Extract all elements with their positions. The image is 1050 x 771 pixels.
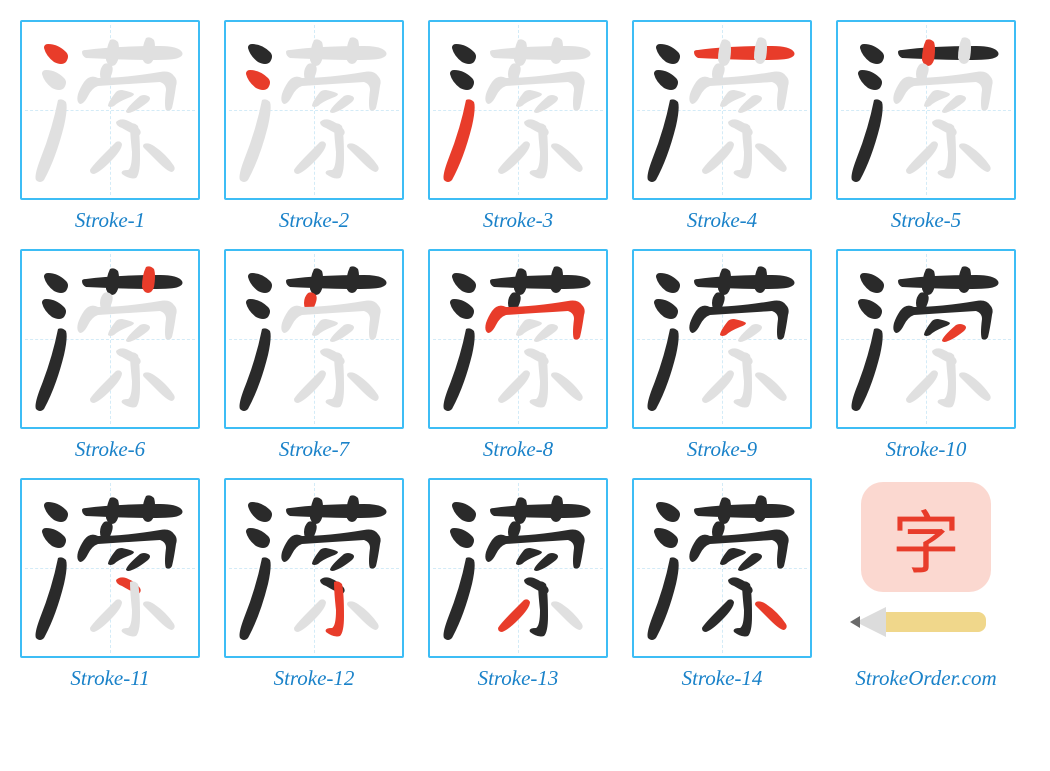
stroke-caption: Stroke-5 xyxy=(891,208,961,233)
grid-row: Stroke-1 Stroke-2 Stroke-3 Stroke-4 Stroke-5 xyxy=(20,20,1030,233)
stroke-tile-13 xyxy=(428,478,608,658)
stroke-svg xyxy=(22,251,198,427)
stroke-tile-10 xyxy=(836,249,1016,429)
stroke-svg xyxy=(430,22,606,198)
stroke-cell-11: Stroke-11 xyxy=(20,478,200,691)
stroke-cell-2: Stroke-2 xyxy=(224,20,404,233)
stroke-tile-9 xyxy=(632,249,812,429)
logo-character: 字 xyxy=(861,482,991,592)
logo: 字 xyxy=(836,478,1016,658)
stroke-svg xyxy=(226,22,402,198)
stroke-caption: Stroke-2 xyxy=(279,208,349,233)
stroke-cell-4: Stroke-4 xyxy=(632,20,812,233)
stroke-tile-5 xyxy=(836,20,1016,200)
stroke-tile-4 xyxy=(632,20,812,200)
stroke-caption: Stroke-3 xyxy=(483,208,553,233)
stroke-caption: Stroke-14 xyxy=(682,666,763,691)
stroke-cell-12: Stroke-12 xyxy=(224,478,404,691)
stroke-caption: Stroke-8 xyxy=(483,437,553,462)
stroke-cell-10: Stroke-10 xyxy=(836,249,1016,462)
stroke-cell-3: Stroke-3 xyxy=(428,20,608,233)
stroke-caption: Stroke-10 xyxy=(886,437,967,462)
stroke-tile-12 xyxy=(224,478,404,658)
stroke-svg xyxy=(22,480,198,656)
logo-cell: 字 StrokeOrder.com xyxy=(836,478,1016,691)
stroke-tile-6 xyxy=(20,249,200,429)
stroke-svg xyxy=(226,251,402,427)
stroke-caption: Stroke-4 xyxy=(687,208,757,233)
stroke-cell-6: Stroke-6 xyxy=(20,249,200,462)
stroke-svg xyxy=(634,22,810,198)
stroke-cell-8: Stroke-8 xyxy=(428,249,608,462)
stroke-caption: Stroke-12 xyxy=(274,666,355,691)
stroke-svg xyxy=(430,480,606,656)
stroke-svg xyxy=(838,251,1014,427)
stroke-tile-1 xyxy=(20,20,200,200)
stroke-svg xyxy=(634,251,810,427)
stroke-cell-14: Stroke-14 xyxy=(632,478,812,691)
stroke-svg xyxy=(22,22,198,198)
watermark: StrokeOrder.com xyxy=(855,666,996,691)
stroke-cell-7: Stroke-7 xyxy=(224,249,404,462)
stroke-caption: Stroke-13 xyxy=(478,666,559,691)
stroke-tile-8 xyxy=(428,249,608,429)
stroke-svg xyxy=(430,251,606,427)
stroke-caption: Stroke-11 xyxy=(70,666,149,691)
stroke-cell-5: Stroke-5 xyxy=(836,20,1016,233)
stroke-tile-11 xyxy=(20,478,200,658)
grid-row: Stroke-11 Stroke-12 Stroke-13 Stroke-14 字 Str… xyxy=(20,478,1030,691)
stroke-caption: Stroke-1 xyxy=(75,208,145,233)
stroke-caption: Stroke-9 xyxy=(687,437,757,462)
stroke-svg xyxy=(226,480,402,656)
pencil-icon xyxy=(846,594,1006,644)
stroke-cell-13: Stroke-13 xyxy=(428,478,608,691)
stroke-tile-14 xyxy=(632,478,812,658)
stroke-caption: Stroke-7 xyxy=(279,437,349,462)
grid-row: Stroke-6 Stroke-7 Stroke-8 Stroke-9 Stroke-1… xyxy=(20,249,1030,462)
stroke-tile-7 xyxy=(224,249,404,429)
stroke-caption: Stroke-6 xyxy=(75,437,145,462)
stroke-tile-3 xyxy=(428,20,608,200)
stroke-tile-2 xyxy=(224,20,404,200)
stroke-svg xyxy=(634,480,810,656)
stroke-cell-1: Stroke-1 xyxy=(20,20,200,233)
stroke-svg xyxy=(838,22,1014,198)
stroke-cell-9: Stroke-9 xyxy=(632,249,812,462)
